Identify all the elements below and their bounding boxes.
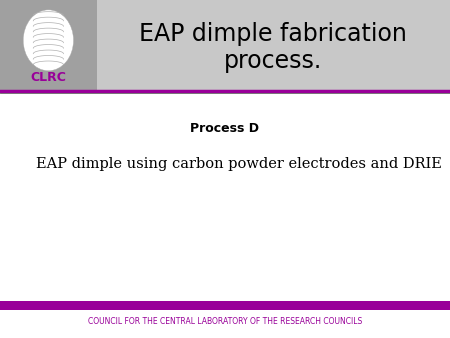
Bar	[0, 0, 97, 90]
Bar	[97, 0, 450, 90]
Text: process.: process.	[224, 49, 323, 73]
Ellipse shape	[23, 10, 73, 71]
Text: Process D: Process D	[190, 122, 260, 135]
Text: EAP dimple fabrication: EAP dimple fabrication	[140, 22, 407, 46]
Bar	[0, 301, 450, 310]
Text: COUNCIL FOR THE CENTRAL LABORATORY OF THE RESEARCH COUNCILS: COUNCIL FOR THE CENTRAL LABORATORY OF TH…	[88, 317, 362, 326]
Text: EAP dimple using carbon powder electrodes and DRIE: EAP dimple using carbon powder electrode…	[36, 157, 442, 171]
Text: CLRC: CLRC	[31, 71, 66, 84]
